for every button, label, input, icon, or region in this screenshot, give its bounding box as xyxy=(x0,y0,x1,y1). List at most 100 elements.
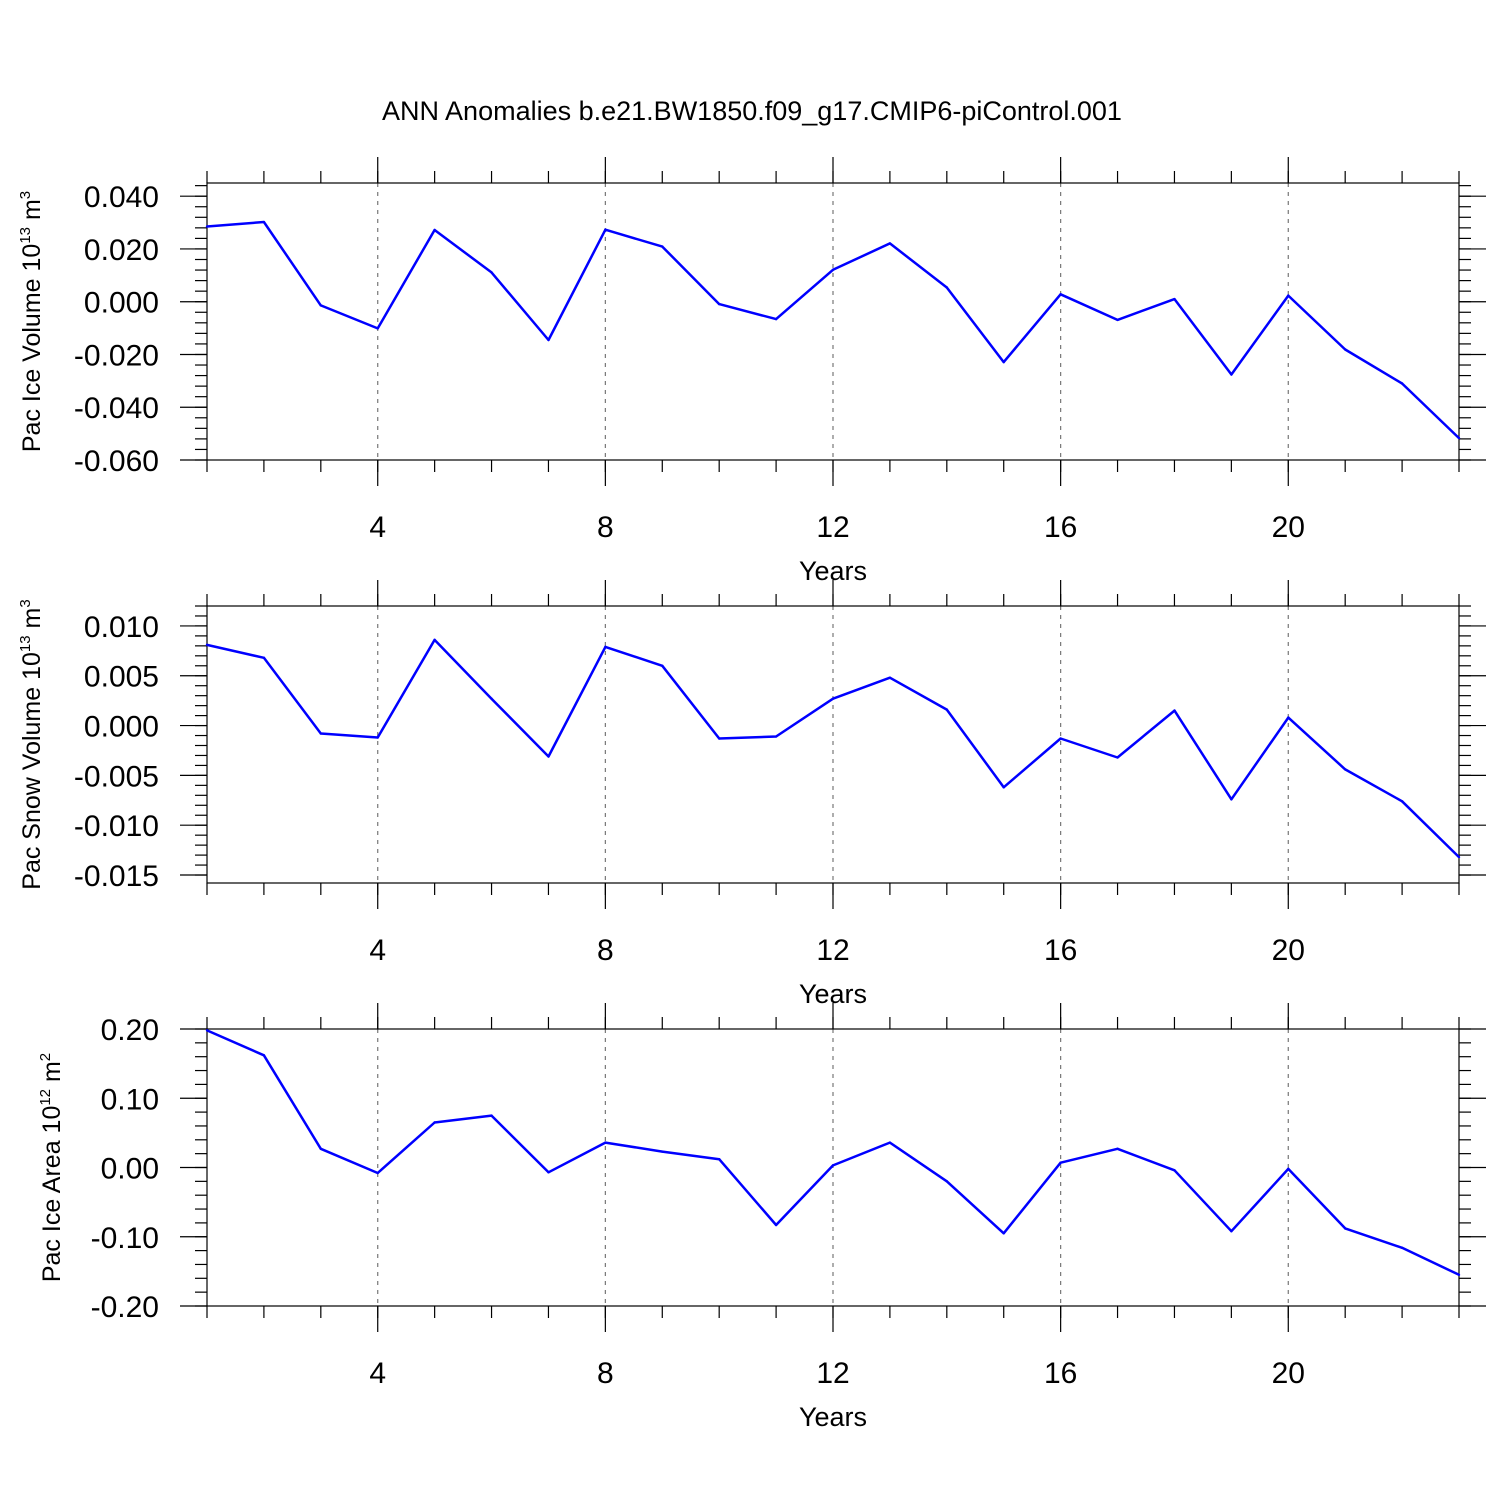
y-tick-label: -0.20 xyxy=(91,1291,159,1324)
data-point xyxy=(433,1121,436,1124)
data-point xyxy=(1002,360,1005,364)
data-point xyxy=(888,676,892,679)
y-tick-label: 0.005 xyxy=(84,661,159,694)
figure-title: ANN Anomalies b.e21.BW1850.f09_g17.CMIP6… xyxy=(382,96,1122,126)
data-point xyxy=(1400,800,1404,803)
data-point xyxy=(376,736,379,739)
data-point xyxy=(831,268,835,271)
data-point xyxy=(945,1180,949,1183)
data-point xyxy=(1059,1161,1062,1164)
data-point xyxy=(547,1171,550,1174)
y-axis-title: Pac Ice Area 1012 m2 xyxy=(37,1053,66,1282)
data-point xyxy=(1287,1167,1290,1171)
data-point xyxy=(319,732,323,735)
y-tick-label: 0.040 xyxy=(84,181,159,214)
data-point xyxy=(888,1141,892,1144)
y-tick-label: -0.020 xyxy=(74,339,159,372)
x-tick-label: 20 xyxy=(1272,511,1305,544)
data-point xyxy=(547,338,550,342)
x-tick-label: 4 xyxy=(369,934,386,967)
x-tick-label: 8 xyxy=(597,934,614,967)
y-tick-label: 0.000 xyxy=(84,287,159,320)
x-tick-label: 20 xyxy=(1272,1357,1305,1390)
data-point xyxy=(604,1141,607,1144)
data-point xyxy=(661,245,664,248)
data-point xyxy=(319,304,323,307)
data-point xyxy=(774,1223,778,1227)
data-point xyxy=(1457,855,1461,859)
y-tick-label: 0.000 xyxy=(84,711,159,744)
data-point xyxy=(319,1147,323,1151)
data-point xyxy=(205,1029,209,1032)
y-tick-label: 0.00 xyxy=(101,1153,159,1186)
x-tick-label: 16 xyxy=(1044,511,1077,544)
data-point xyxy=(1059,737,1062,740)
data-point xyxy=(1343,768,1347,771)
data-point xyxy=(604,228,607,231)
data-point xyxy=(774,317,778,321)
data-point xyxy=(1343,1227,1347,1230)
data-point xyxy=(1116,1147,1119,1151)
data-point xyxy=(205,643,209,647)
data-point xyxy=(433,228,436,232)
x-tick-label: 4 xyxy=(369,511,386,544)
data-point xyxy=(1230,373,1233,376)
y-axis-title: Pac Ice Volume 1013 m3 xyxy=(17,191,46,452)
data-point xyxy=(490,1114,493,1117)
y-tick-label: -0.010 xyxy=(74,810,159,843)
data-point xyxy=(1116,756,1119,759)
data-point xyxy=(661,1150,664,1153)
data-point xyxy=(1343,348,1347,351)
x-tick-label: 8 xyxy=(597,1357,614,1390)
y-tick-label: 0.010 xyxy=(84,611,159,644)
y-tick-label: -0.015 xyxy=(74,860,159,893)
data-point xyxy=(205,225,209,228)
data-point xyxy=(376,1171,379,1175)
panel-ice-volume: 4 8 12 16 20 0.040 0.020 0.000 -0.020 -0.040 -0.06… xyxy=(17,157,1486,586)
data-point xyxy=(547,755,550,758)
data-point xyxy=(831,1164,835,1167)
data-point xyxy=(262,1054,266,1057)
data-point xyxy=(1059,293,1062,296)
data-point xyxy=(1116,318,1119,322)
data-point xyxy=(433,638,436,642)
data-point xyxy=(717,302,721,306)
y-axis-title: Pac Snow Volume 1013 m3 xyxy=(17,599,46,889)
data-point xyxy=(831,697,835,700)
data-point xyxy=(490,271,493,274)
data-point xyxy=(661,664,664,667)
data-point xyxy=(774,735,778,738)
data-point xyxy=(1287,294,1290,297)
panel-snow-volume: 4 8 12 16 20 0.010 0.005 0.000 -0.005 -0.010 -0.01… xyxy=(17,580,1486,1009)
data-point xyxy=(1173,709,1176,712)
data-point xyxy=(945,286,949,289)
y-tick-label: -0.005 xyxy=(74,760,159,793)
data-point xyxy=(1002,786,1005,789)
data-point xyxy=(1457,1273,1461,1277)
data-point xyxy=(262,220,266,224)
x-tick-label: 20 xyxy=(1272,934,1305,967)
y-tick-label: -0.060 xyxy=(74,445,159,478)
data-point xyxy=(1173,1169,1176,1172)
data-point xyxy=(376,327,379,330)
data-point xyxy=(1002,1232,1005,1235)
data-point xyxy=(888,242,892,245)
data-point xyxy=(1287,716,1290,719)
y-tick-label: -0.040 xyxy=(74,392,159,425)
data-point xyxy=(1173,297,1176,301)
x-axis-title: Years xyxy=(799,1402,867,1432)
x-tick-label: 12 xyxy=(816,511,849,544)
data-point xyxy=(1230,1230,1233,1233)
x-tick-label: 16 xyxy=(1044,934,1077,967)
data-point xyxy=(604,645,607,649)
data-point xyxy=(1230,798,1233,801)
data-point xyxy=(1400,1246,1404,1250)
y-tick-label: 0.10 xyxy=(101,1083,159,1116)
x-tick-label: 8 xyxy=(597,511,614,544)
x-tick-label: 16 xyxy=(1044,1357,1077,1390)
data-point xyxy=(262,656,266,660)
data-point xyxy=(717,1157,721,1161)
y-tick-label: 0.20 xyxy=(101,1014,159,1047)
